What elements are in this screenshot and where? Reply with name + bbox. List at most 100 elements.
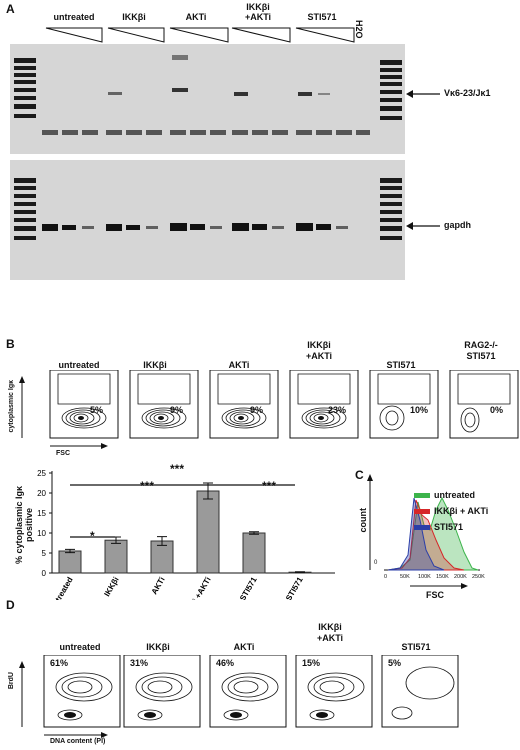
d-ylabel: BrdU [8, 672, 15, 690]
hist-sti571 [387, 497, 445, 571]
error-bar-0 [65, 548, 75, 554]
xtick-4: 200K [454, 574, 467, 580]
hist-legend: untreated IKKβi + AKTi STI571 [414, 490, 488, 532]
lane-group-ikkbi-akti: IKKβi +AKTi [244, 2, 272, 22]
ladder-left-2 [14, 178, 36, 240]
bar-category-5: RAG2-/- STI571 [268, 575, 305, 600]
d-xlabel: DNA content (PI) [50, 738, 106, 745]
lane-group-sti571: STI571 [307, 12, 337, 22]
hist-xlabel: FSC [426, 590, 444, 600]
legend-item-2: STI571 [414, 522, 488, 532]
flow-plots-d [19, 655, 459, 738]
flow-plots-b [19, 370, 519, 449]
d-pct-4: 5% [388, 658, 402, 668]
ytick-label-0: 0 [42, 569, 47, 578]
flow-title-2: AKTi [228, 360, 250, 370]
flow-pct-3: 23% [328, 405, 347, 415]
ladder-right-1 [380, 60, 402, 120]
gapdh-bands [42, 223, 348, 231]
lane-group-akti: AKTi [185, 12, 207, 22]
sig-2: *** [262, 479, 277, 493]
dilution-triangle-5 [295, 27, 355, 43]
d-pct-2: 46% [216, 658, 235, 668]
dilution-triangle-1 [45, 27, 103, 43]
d-plot-1 [123, 655, 201, 728]
d-pct-3: 15% [302, 658, 321, 668]
lane-group-untreated: untreated [53, 12, 95, 22]
legend-item-0: untreated [414, 490, 488, 500]
panel-label-c: C [355, 468, 364, 482]
ytick-label-5: 25 [37, 469, 46, 478]
error-bar-5 [295, 571, 305, 574]
panel-label-d: D [6, 598, 15, 612]
xtick-1: 50K [400, 574, 410, 580]
histogram-c: 0 50K 100K 150K 200K 250K [367, 474, 485, 589]
flow-pct-4: 10% [410, 405, 429, 415]
legend-item-1: IKKβi + AKTi [414, 506, 488, 516]
flow-plot-2 [209, 370, 279, 439]
panel-a-gels [10, 27, 440, 280]
xtick-0: 0 [384, 574, 387, 580]
d-title-3: IKKβi +AKTi [316, 622, 344, 643]
d-pct-1: 31% [130, 658, 149, 668]
flow-title-0: untreated [58, 360, 100, 370]
flow-pct-1: 9% [170, 405, 184, 415]
bar-category-2: AKTi [150, 576, 167, 597]
d-plot-4 [381, 655, 459, 728]
flow-pct-5: 0% [490, 405, 504, 415]
flow-plot-0 [49, 370, 119, 439]
error-bar-3 [203, 482, 213, 500]
ytick-label-1: 5 [42, 549, 47, 558]
xtick-3: 150K [436, 574, 449, 580]
flow-plot-5 [449, 370, 519, 439]
gel-2 [10, 160, 405, 280]
bar-chart: 0 5 10 15 20 25 untreated IKKβi AKTi IKKβi +AKTi… [37, 469, 335, 601]
gel1-band-label: Vκ6-23/Jκ1 [444, 88, 491, 98]
xtick-5: 250K [472, 574, 485, 580]
d-plot-0 [43, 655, 121, 728]
bar-1 [104, 539, 128, 574]
bar-0 [58, 550, 82, 574]
gel-1 [10, 44, 405, 154]
hist-y-zero: 0 [374, 560, 378, 566]
ytick-label-4: 20 [37, 489, 46, 498]
flow-plot-3 [289, 370, 359, 439]
d-title-2: AKTi [233, 642, 255, 652]
significance-brackets [70, 484, 295, 538]
flow-title-1: IKKβi [143, 360, 167, 370]
flow-plot-1 [129, 370, 199, 439]
flow-xlabel: FSC [56, 450, 70, 457]
lane-h2o: H2O [354, 20, 364, 39]
gel2-band-label: gapdh [444, 220, 471, 230]
dilution-triangle-2 [107, 27, 165, 43]
error-bar-2 [157, 536, 167, 546]
ytick-label-2: 10 [37, 529, 46, 538]
panel-label-a: A [6, 2, 15, 16]
error-bar-4 [249, 531, 259, 535]
bar-category-4: STI571 [238, 575, 259, 600]
d-plot-2 [209, 655, 287, 728]
flow-title-4: STI571 [386, 360, 416, 370]
lane-group-ikkbi: IKKβi [122, 12, 146, 22]
bar-category-0: untreated [49, 575, 75, 600]
xtick-2: 100K [418, 574, 431, 580]
flow-title-5: RAG2-/- STI571 [464, 340, 498, 361]
d-title-0: untreated [59, 642, 101, 652]
flow-ylabel: cytoplasmic Igκ [8, 380, 15, 433]
d-title-4: STI571 [401, 642, 431, 652]
bar-category-1: IKKβi [102, 576, 120, 599]
hist-ylabel: count [358, 508, 368, 533]
panel-label-b: B [6, 337, 15, 351]
hist-ikk-akt [387, 499, 465, 571]
hist-untreated [387, 496, 479, 571]
sig-1: *** [140, 479, 155, 493]
d-title-1: IKKβi [146, 642, 170, 652]
d-plot-3 [295, 655, 373, 728]
dilution-triangle-3 [169, 27, 229, 43]
bar-3 [196, 490, 220, 574]
ladder-right-2 [380, 178, 402, 240]
flow-pct-2: 9% [250, 405, 264, 415]
bar-category-3: IKKβi +AKTi [182, 576, 213, 601]
primer-bands [42, 130, 370, 135]
bar-ylabel: % cytoplasmic Igκ positive [14, 485, 34, 565]
